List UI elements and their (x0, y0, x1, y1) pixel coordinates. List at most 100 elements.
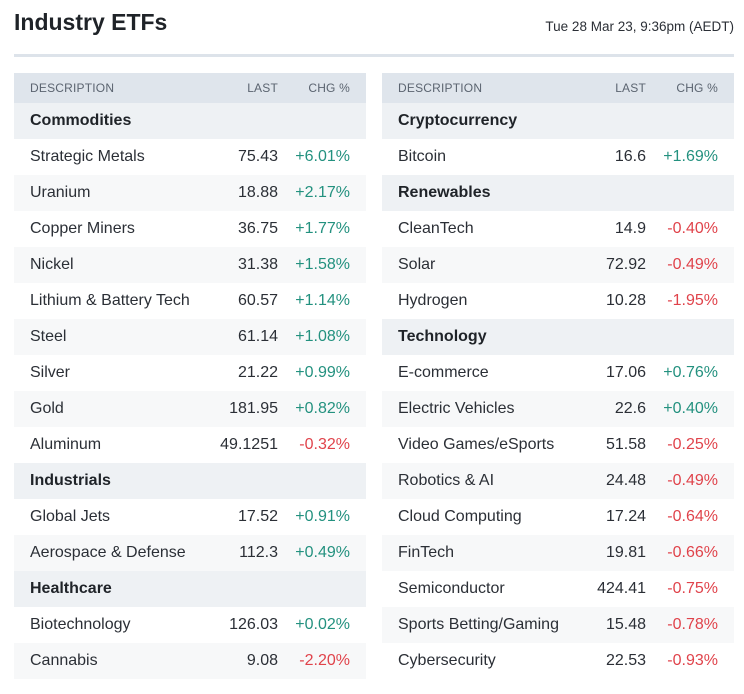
table-row[interactable]: CleanTech 14.9 -0.40% (382, 211, 734, 247)
column-header-last: LAST (615, 81, 646, 95)
column-header-row: DESCRIPTION LAST CHG % (382, 73, 734, 103)
etf-name[interactable]: Bitcoin (398, 148, 447, 165)
group-header: Cryptocurrency (382, 103, 734, 139)
etf-name[interactable]: Nickel (30, 256, 74, 273)
etf-last-price: 15.48 (605, 616, 646, 633)
etf-change-percent: +1.14% (295, 292, 350, 309)
etf-change-percent: -0.75% (667, 580, 718, 597)
etf-last-price: 18.88 (237, 184, 278, 201)
table-row[interactable]: FinTech 19.81 -0.66% (382, 535, 734, 571)
etf-name[interactable]: Silver (30, 364, 71, 381)
etf-name[interactable]: Cannabis (30, 652, 98, 669)
table-row[interactable]: Biotechnology 126.03 +0.02% (14, 607, 366, 643)
etf-change-percent: -0.49% (667, 472, 718, 489)
etf-name[interactable]: Video Games/eSports (398, 436, 555, 453)
etf-change-percent: +0.82% (295, 400, 350, 417)
etf-name[interactable]: E-commerce (398, 364, 489, 381)
table-row[interactable]: Video Games/eSports 51.58 -0.25% (382, 427, 734, 463)
table-row[interactable]: Semiconductor 424.41 -0.75% (382, 571, 734, 607)
etf-change-percent: +0.91% (295, 508, 350, 525)
etf-change-percent: +0.76% (663, 364, 718, 381)
etf-name[interactable]: Electric Vehicles (398, 400, 515, 417)
table-row[interactable]: Steel 61.14 +1.08% (14, 319, 366, 355)
etf-name[interactable]: Steel (30, 328, 67, 345)
table-row[interactable]: Robotics & AI 24.48 -0.49% (382, 463, 734, 499)
table-row[interactable]: Copper Miners 36.75 +1.77% (14, 211, 366, 247)
etf-name[interactable]: Strategic Metals (30, 148, 145, 165)
table-row[interactable]: Bitcoin 16.6 +1.69% (382, 139, 734, 175)
table-row[interactable]: Silver 21.22 +0.99% (14, 355, 366, 391)
timestamp: Tue 28 Mar 23, 9:36pm (AEDT) (545, 19, 734, 34)
etf-change-percent: +1.58% (295, 256, 350, 273)
etf-last-price: 17.52 (237, 508, 278, 525)
table-row[interactable]: Cannabis 9.08 -2.20% (14, 643, 366, 679)
etf-last-price: 19.81 (605, 544, 646, 561)
etf-last-price: 49.1251 (220, 436, 278, 453)
etf-name[interactable]: Cybersecurity (398, 652, 496, 669)
etf-last-price: 181.95 (229, 400, 278, 417)
group-header: Healthcare (14, 571, 366, 607)
etf-table-left: DESCRIPTION LAST CHG % Commodities Strategic… (14, 73, 366, 679)
etf-name[interactable]: Robotics & AI (398, 472, 495, 489)
etf-name[interactable]: Cloud Computing (398, 508, 522, 525)
etf-last-price: 31.38 (237, 256, 278, 273)
etf-last-price: 22.53 (605, 652, 646, 669)
etf-change-percent: +1.08% (295, 328, 350, 345)
table-row[interactable]: Electric Vehicles 22.6 +0.40% (382, 391, 734, 427)
etf-name[interactable]: Aluminum (30, 436, 102, 453)
etf-last-price: 9.08 (246, 652, 278, 669)
etf-change-percent: -0.32% (299, 436, 350, 453)
group-header: Renewables (382, 175, 734, 211)
group-header: Commodities (14, 103, 366, 139)
etf-change-percent: +6.01% (295, 148, 350, 165)
etf-name[interactable]: Aerospace & Defense (30, 544, 186, 561)
etf-last-price: 14.9 (614, 220, 646, 237)
etf-name[interactable]: Solar (398, 256, 436, 273)
group-name: Commodities (30, 112, 132, 129)
table-row[interactable]: E-commerce 17.06 +0.76% (382, 355, 734, 391)
etf-name[interactable]: Gold (30, 400, 64, 417)
etf-name[interactable]: Copper Miners (30, 220, 135, 237)
etf-last-price: 72.92 (605, 256, 646, 273)
table-row[interactable]: Hydrogen 10.28 -1.95% (382, 283, 734, 319)
table-row[interactable]: Cybersecurity 22.53 -0.93% (382, 643, 734, 679)
etf-name[interactable]: Sports Betting/Gaming (398, 616, 559, 633)
table-row[interactable]: Uranium 18.88 +2.17% (14, 175, 366, 211)
etf-name[interactable]: Global Jets (30, 508, 111, 525)
etf-last-price: 60.57 (237, 292, 278, 309)
page-title: Industry ETFs (14, 9, 168, 35)
etf-name[interactable]: Semiconductor (398, 580, 505, 597)
etf-last-price: 22.6 (614, 400, 646, 417)
table-row[interactable]: Global Jets 17.52 +0.91% (14, 499, 366, 535)
table-row[interactable]: Cloud Computing 17.24 -0.64% (382, 499, 734, 535)
etf-last-price: 10.28 (605, 292, 646, 309)
table-row[interactable]: Sports Betting/Gaming 15.48 -0.78% (382, 607, 734, 643)
table-row[interactable]: Aerospace & Defense 112.3 +0.49% (14, 535, 366, 571)
etf-change-percent: -0.49% (667, 256, 718, 273)
etf-last-price: 17.06 (605, 364, 646, 381)
etf-change-percent: +2.17% (295, 184, 350, 201)
column-header-chg: CHG % (676, 81, 718, 95)
etf-name[interactable]: CleanTech (398, 220, 474, 237)
etf-name[interactable]: Lithium & Battery Tech (30, 292, 190, 309)
etf-name[interactable]: FinTech (398, 544, 455, 561)
etf-last-price: 424.41 (597, 580, 646, 597)
etf-change-percent: +0.40% (663, 400, 718, 417)
etf-last-price: 21.22 (237, 364, 278, 381)
table-row[interactable]: Nickel 31.38 +1.58% (14, 247, 366, 283)
etf-change-percent: -0.93% (667, 652, 718, 669)
table-row[interactable]: Strategic Metals 75.43 +6.01% (14, 139, 366, 175)
etf-name[interactable]: Uranium (30, 184, 91, 201)
etf-name[interactable]: Biotechnology (30, 616, 131, 633)
etf-last-price: 61.14 (237, 328, 278, 345)
table-row[interactable]: Gold 181.95 +0.82% (14, 391, 366, 427)
etf-last-price: 24.48 (605, 472, 646, 489)
etf-name[interactable]: Hydrogen (398, 292, 468, 309)
table-row[interactable]: Solar 72.92 -0.49% (382, 247, 734, 283)
table-row[interactable]: Lithium & Battery Tech 60.57 +1.14% (14, 283, 366, 319)
etf-change-percent: -0.25% (667, 436, 718, 453)
table-row[interactable]: Aluminum 49.1251 -0.32% (14, 427, 366, 463)
column-header-chg: CHG % (308, 81, 350, 95)
etf-change-percent: +0.49% (295, 544, 350, 561)
etf-last-price: 112.3 (239, 544, 278, 561)
